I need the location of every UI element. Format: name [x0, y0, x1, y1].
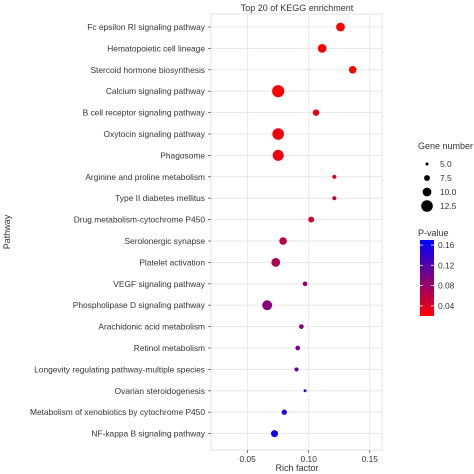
x-tick-label: 0.15 — [362, 454, 379, 464]
x-tick-label: 0.05 — [239, 454, 256, 464]
y-tick-label: Serolonergic synapse — [124, 236, 205, 246]
gene-number-legend-label: 12.5 — [440, 201, 457, 211]
data-point — [336, 22, 345, 32]
data-point — [332, 196, 337, 201]
data-point — [279, 237, 287, 245]
data-point — [272, 85, 285, 98]
y-tick-label: NF-kappa B signaling pathway — [91, 429, 205, 439]
data-point — [272, 149, 284, 161]
y-axis-tick-labels: Fc epsilon RI signaling pathway Hematopoi… — [30, 22, 211, 439]
p-value-tick-label: 0.04 — [438, 301, 455, 311]
plot-panel — [210, 13, 383, 451]
y-tick-label: Hematopoietic cell lineage — [107, 43, 205, 53]
gene-number-legend-label: 10.0 — [440, 187, 457, 197]
x-axis-tick-labels: 0.05 0.10 0.15 — [239, 450, 378, 464]
p-value-tick-label: 0.16 — [438, 240, 455, 250]
data-point — [308, 216, 315, 223]
y-tick-label: Phospholipase D signaling pathway — [73, 300, 206, 310]
p-value-colorbar — [420, 240, 434, 316]
data-point — [262, 300, 273, 311]
data-points — [262, 22, 357, 438]
data-point — [302, 281, 308, 287]
p-value-tick-label: 0.08 — [438, 281, 455, 291]
x-tick-label: 0.10 — [301, 454, 318, 464]
gene-number-legend-label: 7.5 — [440, 173, 452, 183]
data-point — [294, 367, 299, 372]
data-point — [271, 430, 279, 438]
gene-number-legend: Gene number 5.0 7.5 10.0 12.5 — [418, 141, 473, 212]
y-tick-label: Stercoid hormone biosynthesis — [90, 65, 205, 75]
data-point — [272, 128, 284, 140]
y-axis-label: Pathway — [2, 214, 12, 249]
data-point — [312, 109, 320, 116]
y-tick-label: Phagosome — [160, 150, 205, 160]
gene-number-legend-key — [422, 187, 432, 197]
chart-title: Top 20 of KEGG enrichment — [241, 3, 354, 13]
gene-number-legend-key — [421, 200, 433, 212]
y-tick-label: Type II diabetes mellitus — [115, 193, 205, 203]
y-tick-label: Fc epsilon RI signaling pathway — [87, 22, 206, 32]
data-point — [271, 258, 281, 267]
y-tick-label: Calcium signaling pathway — [106, 86, 206, 96]
data-point — [295, 345, 301, 351]
gene-number-legend-key — [424, 175, 430, 181]
data-point — [348, 66, 357, 74]
grid-lines — [211, 14, 382, 450]
y-tick-label: Metabolism of xenobiotics by cytochrome … — [30, 407, 205, 417]
p-value-legend: P-value 0.16 0.12 0.08 0.04 — [418, 228, 455, 316]
y-tick-label: B cell receptor signaling pathway — [83, 108, 206, 118]
y-tick-label: Arginine and proline metabolism — [85, 172, 205, 182]
y-tick-label: Drug metabolism-cytochrome P450 — [74, 215, 206, 225]
y-tick-label: Arachidonic acid metabolism — [98, 322, 205, 332]
y-tick-label: Longevity regulating pathway-multiple sp… — [34, 364, 205, 374]
p-value-tick-label: 0.12 — [438, 260, 455, 270]
p-value-legend-title: P-value — [418, 228, 449, 238]
data-point — [317, 44, 327, 53]
y-tick-label: VEGF signaling pathway — [113, 279, 206, 289]
y-tick-label: Oxytocin signaling pathway — [104, 129, 206, 139]
y-tick-label: Retinol metabolism — [134, 343, 205, 353]
gene-number-legend-title: Gene number — [418, 141, 473, 151]
data-point — [299, 324, 304, 329]
gene-number-legend-label: 5.0 — [440, 159, 452, 169]
y-tick-label: Ovarian steroidogenesis — [115, 386, 205, 396]
data-point — [281, 409, 287, 415]
y-tick-label: Platelet activation — [139, 257, 205, 267]
x-axis-label: Rich factor — [275, 463, 318, 473]
data-point — [303, 389, 307, 393]
gene-number-legend-key — [425, 162, 429, 166]
data-point — [332, 174, 337, 179]
